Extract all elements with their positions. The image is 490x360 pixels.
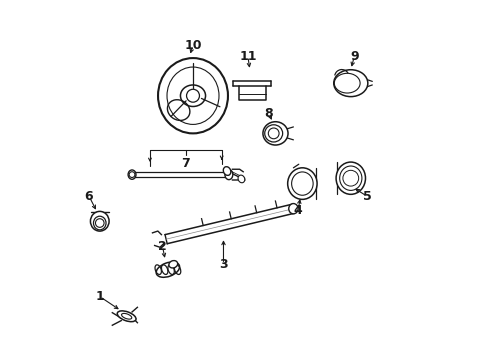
- Ellipse shape: [174, 265, 181, 274]
- Text: 11: 11: [239, 50, 257, 63]
- Text: 10: 10: [184, 39, 202, 52]
- Ellipse shape: [169, 261, 178, 268]
- Text: 9: 9: [350, 50, 359, 63]
- Text: 7: 7: [181, 157, 190, 170]
- Ellipse shape: [263, 122, 288, 145]
- Ellipse shape: [117, 311, 136, 322]
- Ellipse shape: [168, 265, 174, 274]
- Text: 1: 1: [96, 290, 104, 303]
- Text: 8: 8: [265, 107, 273, 120]
- Ellipse shape: [91, 211, 109, 231]
- Ellipse shape: [334, 70, 368, 96]
- Ellipse shape: [289, 203, 298, 214]
- Text: 4: 4: [294, 204, 302, 217]
- Text: 3: 3: [219, 258, 228, 271]
- Text: 6: 6: [85, 190, 93, 203]
- Ellipse shape: [155, 265, 161, 274]
- Ellipse shape: [288, 168, 317, 199]
- Ellipse shape: [336, 162, 366, 194]
- Text: 2: 2: [158, 240, 167, 253]
- Ellipse shape: [238, 175, 245, 183]
- Circle shape: [96, 219, 104, 227]
- Ellipse shape: [128, 170, 136, 179]
- Ellipse shape: [223, 167, 231, 175]
- Text: 5: 5: [363, 190, 371, 203]
- Ellipse shape: [225, 170, 233, 180]
- Ellipse shape: [162, 265, 168, 274]
